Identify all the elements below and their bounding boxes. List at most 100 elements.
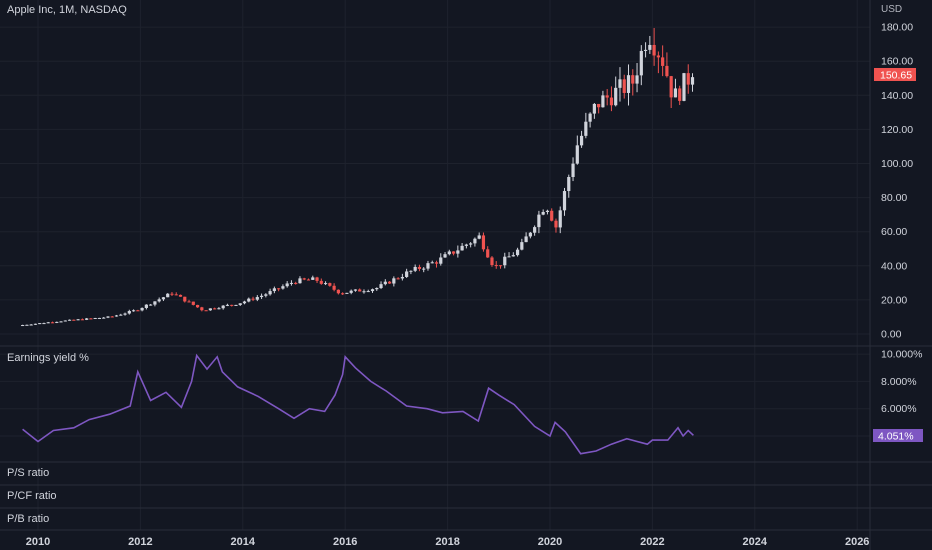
price-tick-label: 120.00: [881, 124, 913, 136]
candle-body: [225, 304, 230, 306]
price-tick-label: 140.00: [881, 90, 913, 102]
candle-body: [665, 65, 669, 77]
candle-body: [195, 304, 200, 308]
candle-body: [332, 285, 336, 290]
candle-body: [230, 304, 234, 306]
candle-body: [439, 257, 443, 264]
candle-body: [618, 79, 622, 88]
price-tick-label: 160.00: [881, 56, 913, 68]
time-tick-label: 2016: [333, 536, 357, 548]
time-tick-label: 2020: [538, 536, 562, 548]
candle-body: [507, 256, 511, 258]
candle-body: [605, 95, 609, 98]
candle-body: [131, 310, 136, 312]
candle-body: [379, 284, 383, 288]
candle-body: [648, 44, 652, 50]
time-axis-ticks: 2010 2012 2014 2016 2018 2020 2022 2024 2026: [26, 536, 870, 548]
time-tick-label: 2018: [435, 536, 459, 548]
candle-body: [601, 95, 605, 108]
candle-body: [144, 304, 148, 308]
candle-body: [609, 97, 614, 106]
candle-body: [392, 278, 396, 284]
candle-body: [178, 294, 183, 297]
candle-body: [592, 103, 596, 114]
currency-label: USD: [881, 4, 903, 15]
symbol-title[interactable]: Apple Inc, 1M, NASDAQ: [7, 4, 127, 16]
candle-body: [579, 135, 584, 146]
candle-body: [503, 256, 507, 266]
candle-body: [405, 271, 409, 277]
candle-body: [217, 308, 221, 310]
candle-body: [97, 317, 102, 319]
candle-body: [447, 251, 451, 255]
ps-ratio-pane-label[interactable]: P/S ratio: [7, 467, 50, 479]
time-tick-label: 2010: [26, 536, 50, 548]
earnings-tick-label: 8.000%: [881, 376, 917, 388]
candle-body: [451, 251, 456, 254]
time-tick-label: 2024: [743, 536, 768, 548]
candle-body: [387, 281, 392, 284]
candle-body: [537, 214, 541, 228]
time-tick-label: 2022: [640, 536, 664, 548]
candle-body: [443, 254, 447, 258]
candle-body: [114, 315, 119, 317]
candle-body: [417, 266, 422, 269]
candle-body: [498, 265, 503, 267]
time-tick-label: 2014: [231, 536, 256, 548]
grid-lines: [0, 0, 870, 530]
candle-body: [63, 320, 67, 322]
price-tick-label: 180.00: [881, 22, 913, 34]
candle-body: [50, 322, 55, 324]
candle-body: [191, 301, 195, 305]
candle-body: [170, 293, 174, 295]
candle-body: [541, 212, 545, 215]
candle-body: [294, 282, 298, 284]
candle-body: [119, 314, 123, 316]
candle-body: [277, 288, 281, 290]
candle-body: [110, 316, 114, 318]
candle-body: [200, 307, 204, 311]
candle-body: [306, 279, 311, 281]
price-tick-label: 100.00: [881, 158, 913, 170]
candle-body: [281, 286, 285, 289]
candle-body: [533, 227, 537, 233]
candle-body: [29, 324, 33, 326]
candle-body: [464, 244, 468, 246]
last-earnings-badge: [873, 429, 923, 442]
pcf-ratio-pane-label[interactable]: P/CF ratio: [7, 490, 57, 502]
candle-body: [473, 238, 477, 244]
price-tick-label: 60.00: [881, 226, 907, 238]
candle-body: [174, 294, 178, 296]
candle-body: [85, 318, 89, 320]
candle-body: [511, 255, 515, 257]
candle-body: [76, 319, 80, 321]
candle-body: [528, 232, 532, 237]
last-price-badge: [874, 68, 916, 81]
candle-body: [315, 277, 319, 281]
candle-body: [136, 310, 140, 312]
candle-body: [409, 270, 413, 272]
candle-body: [213, 308, 217, 310]
earnings-yield-pane-label[interactable]: Earnings yield %: [7, 352, 89, 364]
candle-body: [311, 277, 315, 280]
candle-body: [80, 319, 84, 321]
candle-body: [635, 75, 639, 84]
candle-body: [336, 289, 340, 294]
candle-body: [341, 293, 345, 295]
price-candles: [21, 28, 695, 327]
candle-body: [21, 325, 25, 327]
pb-ratio-pane-label[interactable]: P/B ratio: [7, 513, 50, 525]
candle-body: [422, 268, 426, 270]
candle-body: [72, 319, 76, 321]
candle-body: [208, 308, 212, 311]
candle-body: [255, 297, 259, 300]
candle-body: [673, 88, 678, 98]
candle-body: [59, 321, 63, 323]
candle-body: [490, 257, 494, 266]
candle-body: [686, 73, 690, 85]
candle-body: [25, 324, 29, 326]
candle-body: [597, 103, 601, 108]
price-tick-label: 80.00: [881, 192, 907, 204]
last-earnings-label: 4.051%: [878, 431, 914, 443]
